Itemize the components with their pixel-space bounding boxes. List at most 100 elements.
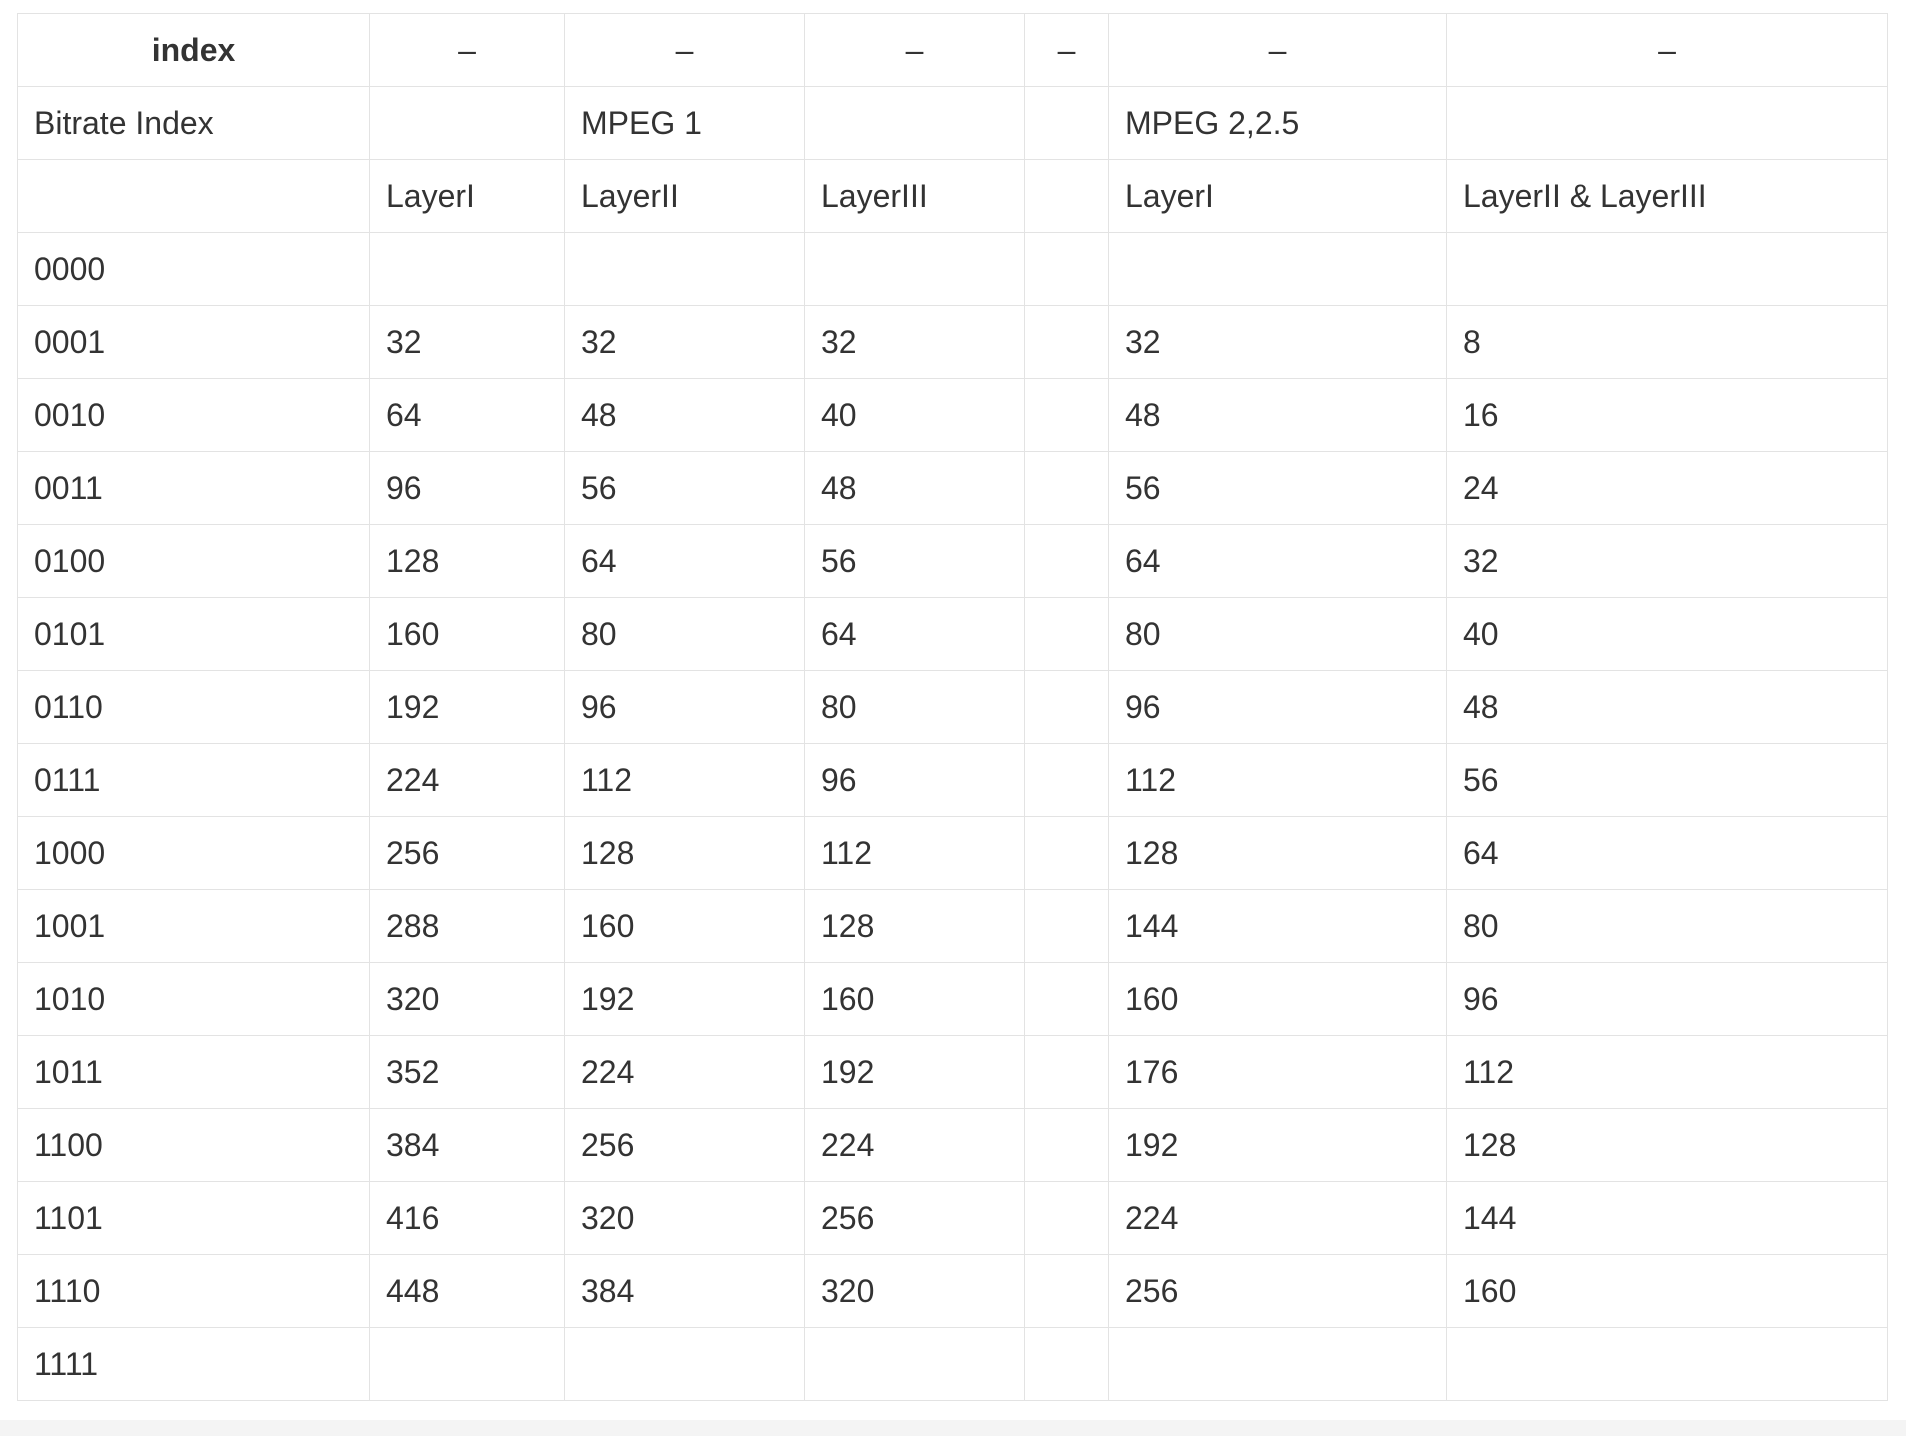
table-cell: [369, 86, 565, 160]
table-cell: 96: [369, 451, 565, 525]
table-cell: [1446, 232, 1888, 306]
table-cell: 160: [564, 889, 805, 963]
table-cell: [1024, 305, 1109, 379]
table-cell: [1024, 1327, 1109, 1401]
table-cell: 24: [1446, 451, 1888, 525]
table-cell: 64: [804, 597, 1025, 671]
table-cell: 192: [369, 670, 565, 744]
table-cell: 96: [1446, 962, 1888, 1036]
table-cell: 128: [369, 524, 565, 598]
table-cell: 64: [369, 378, 565, 452]
table-cell: 384: [369, 1108, 565, 1182]
table-header-row: index – – – – – –: [17, 13, 1888, 87]
table-cell: [804, 86, 1025, 160]
table-cell: 56: [1446, 743, 1888, 817]
table-row: 1010 320 192 160 160 96: [17, 962, 1888, 1036]
row-label-cell: 0100: [17, 524, 370, 598]
row-label-cell: 0010: [17, 378, 370, 452]
table-cell: 192: [1108, 1108, 1447, 1182]
table-cell: 256: [1108, 1254, 1447, 1328]
table-cell: 128: [1446, 1108, 1888, 1182]
table-cell: 112: [1108, 743, 1447, 817]
table-cell: 128: [804, 889, 1025, 963]
row-label-cell: 1100: [17, 1108, 370, 1182]
table-cell: LayerI: [369, 159, 565, 233]
table-cell: 16: [1446, 378, 1888, 452]
row-label-cell: 1001: [17, 889, 370, 963]
row-label-cell: 1010: [17, 962, 370, 1036]
header-cell-index: index: [17, 13, 370, 87]
row-label-cell: [17, 159, 370, 233]
page-bottom-band: [0, 1420, 1906, 1436]
table-cell: 56: [564, 451, 805, 525]
table-row: 1011 352 224 192 176 112: [17, 1035, 1888, 1109]
table-cell: [1108, 232, 1447, 306]
table-row: 0000: [17, 232, 1888, 306]
row-label-cell: 1111: [17, 1327, 370, 1401]
table-cell: 160: [1108, 962, 1447, 1036]
row-label-cell: 0001: [17, 305, 370, 379]
table-cell: 80: [1108, 597, 1447, 671]
table-cell: [1024, 232, 1109, 306]
table-cell: 96: [804, 743, 1025, 817]
table-cell: 160: [369, 597, 565, 671]
table-cell: 128: [1108, 816, 1447, 890]
table-cell: 64: [564, 524, 805, 598]
table-cell: MPEG 1: [564, 86, 805, 160]
table-cell: 56: [804, 524, 1025, 598]
table-cell: 416: [369, 1181, 565, 1255]
row-label-cell: Bitrate Index: [17, 86, 370, 160]
table-cell: 56: [1108, 451, 1447, 525]
row-label-cell: 0000: [17, 232, 370, 306]
table-row: 1001 288 160 128 144 80: [17, 889, 1888, 963]
table-cell: LayerI: [1108, 159, 1447, 233]
bitrate-table-container: index – – – – – – Bitrate Index MPEG 1 MPE…: [17, 13, 1888, 1401]
table-cell: 320: [369, 962, 565, 1036]
table-cell: [564, 1327, 805, 1401]
table-cell: 224: [564, 1035, 805, 1109]
table-cell: 32: [804, 305, 1025, 379]
table-row: 1101 416 320 256 224 144: [17, 1181, 1888, 1255]
table-cell: 112: [564, 743, 805, 817]
table-cell: 320: [804, 1254, 1025, 1328]
table-cell: LayerII & LayerIII: [1446, 159, 1888, 233]
table-cell: [1024, 743, 1109, 817]
table-cell: [1446, 86, 1888, 160]
table-cell: 32: [1108, 305, 1447, 379]
table-cell: [1024, 451, 1109, 525]
table-cell: [369, 1327, 565, 1401]
table-cell: [1446, 1327, 1888, 1401]
table-cell: 32: [1446, 524, 1888, 598]
table-cell: 128: [564, 816, 805, 890]
table-cell: [1024, 86, 1109, 160]
table-cell: 160: [804, 962, 1025, 1036]
table-body: Bitrate Index MPEG 1 MPEG 2,2.5 LayerI Layer…: [17, 86, 1888, 1401]
row-label-cell: 1000: [17, 816, 370, 890]
row-label-cell: 0110: [17, 670, 370, 744]
row-label-cell: 0101: [17, 597, 370, 671]
table-cell: LayerII: [564, 159, 805, 233]
table-cell: 160: [1446, 1254, 1888, 1328]
table-cell: 48: [1108, 378, 1447, 452]
table-row: 1000 256 128 112 128 64: [17, 816, 1888, 890]
table-cell: 96: [1108, 670, 1447, 744]
table-cell: 224: [804, 1108, 1025, 1182]
table-cell: 32: [369, 305, 565, 379]
table-cell: 176: [1108, 1035, 1447, 1109]
table-cell: 48: [1446, 670, 1888, 744]
table-cell: [1024, 816, 1109, 890]
row-label-cell: 1101: [17, 1181, 370, 1255]
table-cell: [1024, 1035, 1109, 1109]
table-cell: 32: [564, 305, 805, 379]
table-cell: [564, 232, 805, 306]
table-cell: 8: [1446, 305, 1888, 379]
table-cell: 256: [369, 816, 565, 890]
table-cell: 112: [804, 816, 1025, 890]
table-cell: [1024, 1254, 1109, 1328]
row-label-cell: 0011: [17, 451, 370, 525]
table-cell: [1108, 1327, 1447, 1401]
table-row: 0011 96 56 48 56 24: [17, 451, 1888, 525]
table-cell: LayerIII: [804, 159, 1025, 233]
bitrate-table: index – – – – – – Bitrate Index MPEG 1 MPE…: [17, 13, 1888, 1401]
header-cell: –: [1446, 13, 1888, 87]
